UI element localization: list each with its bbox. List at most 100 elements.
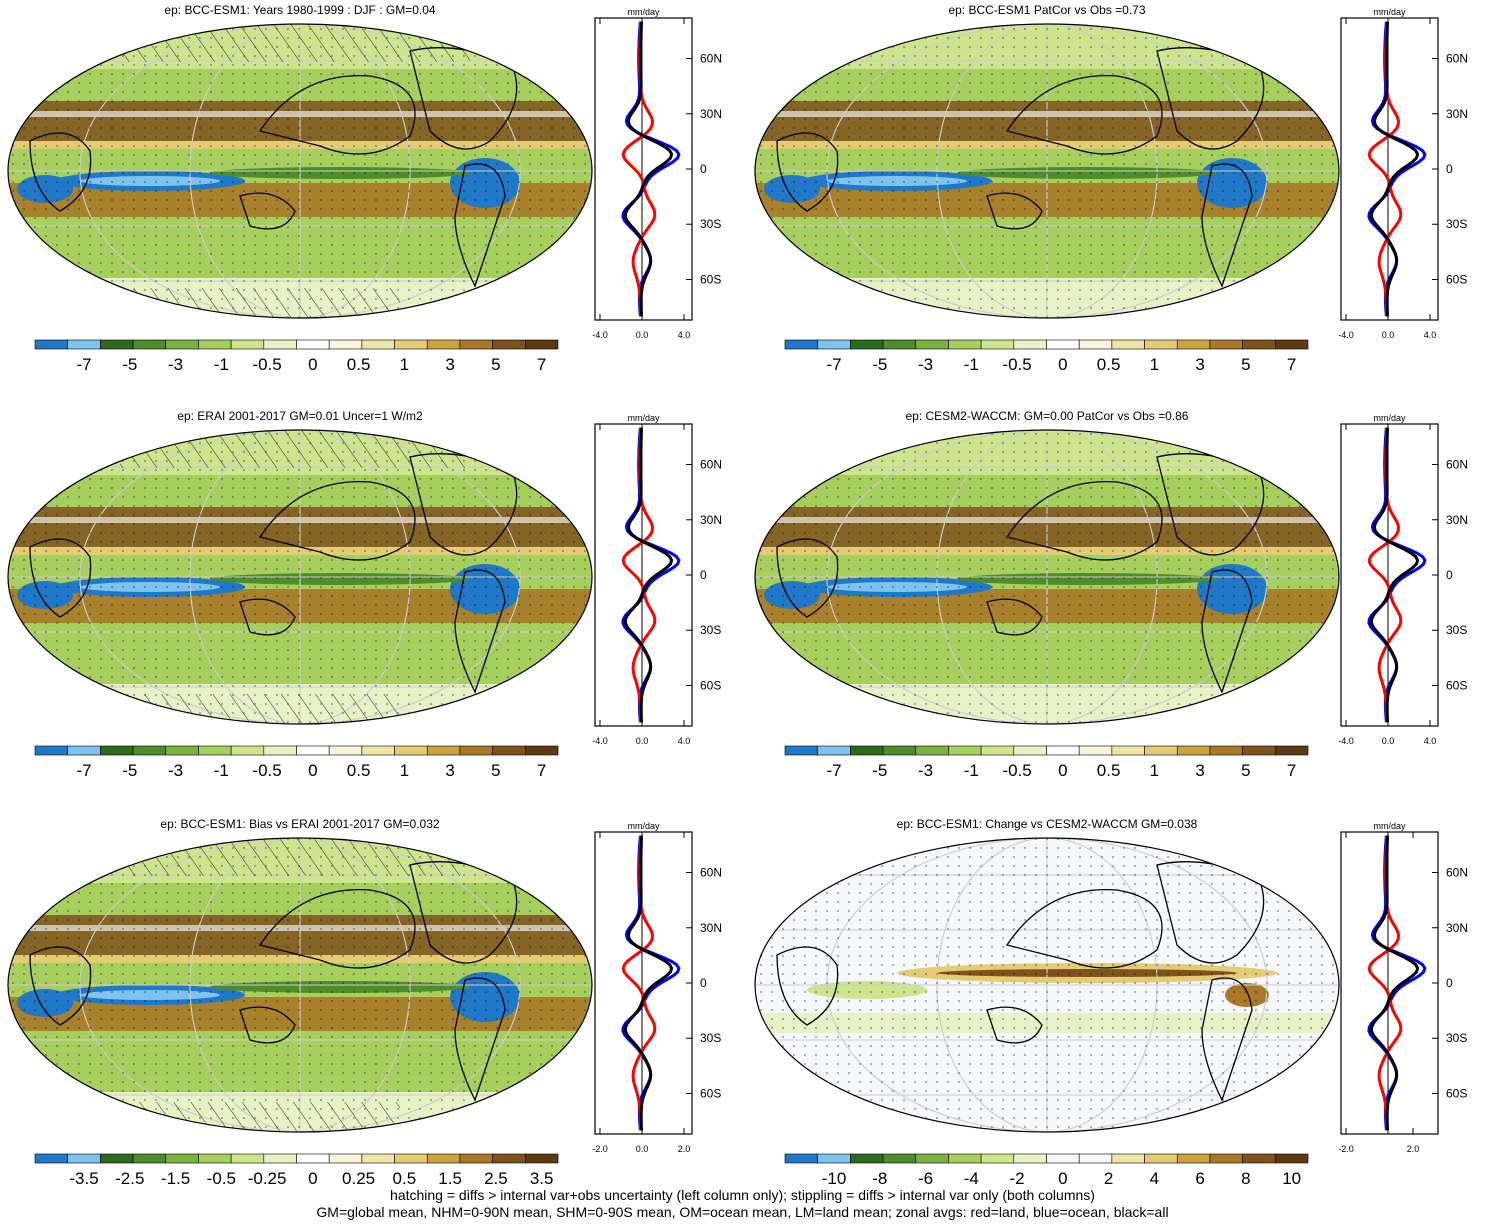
panel-5: ep: BCC-ESM1: Bias vs ERAI 2001-2017 GM=…: [8, 817, 722, 1188]
colorbar-segment: [981, 1154, 1014, 1163]
panel-title: ep: BCC-ESM1: Change vs CESM2-WACCM GM=0…: [897, 817, 1198, 831]
colorbar-segment: [68, 746, 101, 755]
zonal-xtick-label: 0.0: [636, 1144, 649, 1154]
stippling: [755, 838, 1339, 1132]
colorbar-label: -1: [964, 355, 979, 374]
colorbar-label: 5: [491, 761, 500, 780]
colorbar-label: 0.25: [342, 1169, 375, 1188]
world-map: [8, 838, 592, 1132]
panel-3: ep: ERAI 2001-2017 GM=0.01 Uncer=1 W/m2 -…: [8, 409, 722, 780]
colorbar-label: -7: [76, 355, 91, 374]
colorbar-segment: [818, 340, 851, 349]
zonal-xtick-label: -4.0: [592, 330, 608, 340]
colorbar-segment: [850, 1154, 883, 1163]
colorbar-segment: [198, 340, 231, 349]
colorbar-segment: [460, 746, 493, 755]
colorbar-segment: [1047, 746, 1080, 755]
hatching-north: [120, 430, 470, 468]
colorbar-segment: [1177, 340, 1210, 349]
world-map: [755, 838, 1339, 1132]
colorbar-label: 0: [308, 1169, 317, 1188]
zonal-ytick-label: 60N: [700, 458, 722, 472]
colorbar-label: 7: [537, 761, 546, 780]
colorbar-segment: [100, 746, 133, 755]
colorbar-segment: [1145, 746, 1178, 755]
colorbar-label: 10: [1282, 1169, 1301, 1188]
colorbar-label: -4: [964, 1169, 979, 1188]
colorbar-label: 1.5: [438, 1169, 462, 1188]
colorbar-segment: [493, 746, 526, 755]
hatching-south: [80, 1102, 400, 1132]
colorbar-segment: [493, 340, 526, 349]
panel-title: ep: ERAI 2001-2017 GM=0.01 Uncer=1 W/m2: [177, 409, 423, 423]
colorbar-label: -1: [214, 761, 229, 780]
colorbar-segment: [1014, 1154, 1047, 1163]
colorbar-segment: [297, 1154, 330, 1163]
colorbar-label: -0.5: [207, 1169, 236, 1188]
colorbar-label: 0: [308, 355, 317, 374]
colorbar-label: 5: [1241, 355, 1250, 374]
colorbar-segment: [785, 340, 818, 349]
colorbar-segment: [264, 746, 297, 755]
colorbar-label: -7: [826, 355, 841, 374]
colorbar-segment: [395, 340, 428, 349]
zonal-ytick-label: 60S: [1446, 678, 1467, 692]
colorbar-label: 3.5: [530, 1169, 554, 1188]
zonal-ytick-label: 30N: [1446, 107, 1468, 121]
colorbar-segment: [883, 340, 916, 349]
colorbar-segment: [785, 1154, 818, 1163]
colorbar-segment: [133, 746, 166, 755]
world-map: [755, 24, 1339, 318]
colorbar-segment: [1014, 746, 1047, 755]
colorbar-label: -0.5: [252, 355, 281, 374]
zonal-ytick-label: 60S: [1446, 1086, 1467, 1100]
zonal-xtick-label: 4.0: [1424, 330, 1437, 340]
zonal-ytick-label: 60S: [700, 272, 721, 286]
colorbar-label: 0: [1058, 355, 1067, 374]
colorbar-segment: [395, 746, 428, 755]
colorbar-segment: [297, 340, 330, 349]
zonal-xtick-label: -4.0: [1338, 736, 1354, 746]
zonal-ytick-label: 0: [700, 568, 707, 582]
stippling: [755, 24, 1339, 318]
colorbar-label: 0.5: [393, 1169, 417, 1188]
zonal-xtick-label: 0.0: [1382, 736, 1395, 746]
colorbar-label: -2.5: [115, 1169, 144, 1188]
zonal-xtick-label: 0.0: [636, 330, 649, 340]
colorbar-segment: [1177, 1154, 1210, 1163]
colorbar-segment: [329, 746, 362, 755]
zonal-ytick-label: 30N: [1446, 513, 1468, 527]
zonal-ytick-label: 30S: [700, 1031, 721, 1045]
stippling: [8, 430, 592, 724]
colorbar-segment: [1243, 746, 1276, 755]
colorbar-segment: [981, 746, 1014, 755]
colorbar-segment: [35, 746, 68, 755]
zonal-unit: mm/day: [627, 821, 660, 831]
colorbar-segment: [133, 340, 166, 349]
zonal-xtick-label: -2.0: [1338, 1144, 1354, 1154]
colorbar-segment: [525, 1154, 558, 1163]
zonal-ytick-label: 60S: [1446, 272, 1467, 286]
colorbar-segment: [362, 1154, 395, 1163]
zonal-unit: mm/day: [627, 413, 660, 423]
colorbar-label: -5: [122, 355, 137, 374]
colorbar-segment: [362, 746, 395, 755]
zonal-xtick-label: 0.0: [636, 736, 649, 746]
colorbar-segment: [329, 1154, 362, 1163]
colorbar-segment: [916, 340, 949, 349]
colorbar-segment: [166, 1154, 199, 1163]
colorbar-segment: [785, 746, 818, 755]
hatching-south: [80, 694, 400, 724]
colorbar-label: 2.5: [484, 1169, 508, 1188]
zonal-xtick-label: -4.0: [1338, 330, 1354, 340]
colorbar-label: 2: [1104, 1169, 1113, 1188]
zonal-xtick-label: -2.0: [592, 1144, 608, 1154]
colorbar-label: -0.5: [1002, 355, 1031, 374]
colorbar-segment: [1112, 1154, 1145, 1163]
